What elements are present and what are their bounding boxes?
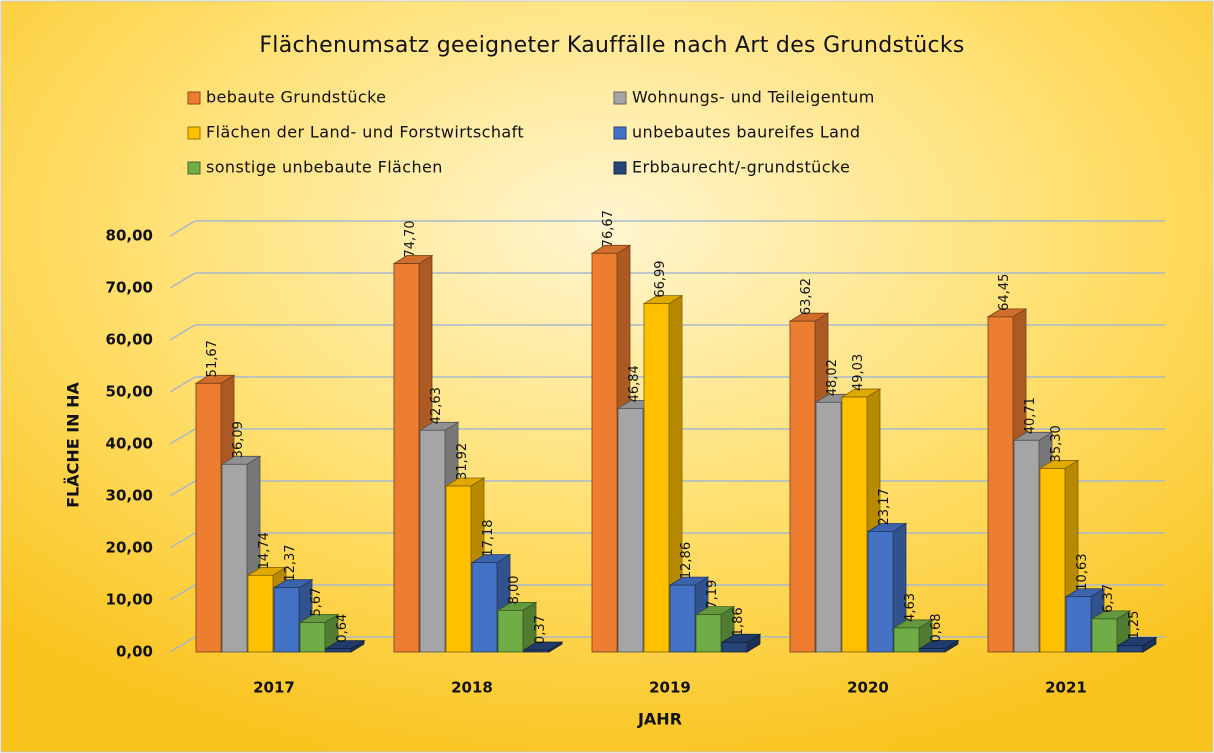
x-tick-label: 2019 <box>649 679 691 697</box>
bar <box>325 648 352 653</box>
value-label: 76,67 <box>601 210 616 247</box>
y-tick-label: 30,00 <box>106 487 153 505</box>
bar <box>393 263 420 653</box>
legend-label: Wohnungs- und Teileigentum <box>632 88 875 107</box>
bar <box>445 485 472 653</box>
x-tick-label: 2020 <box>847 679 889 697</box>
value-label: 49,03 <box>851 354 866 391</box>
bar <box>1117 645 1144 653</box>
legend-swatch <box>613 161 627 175</box>
y-tick-label: 50,00 <box>106 383 153 401</box>
legend-swatch <box>613 126 627 140</box>
legend-swatch <box>613 91 627 105</box>
bar <box>471 562 498 653</box>
bar <box>867 531 894 653</box>
bar <box>1091 618 1118 653</box>
x-tick-label: 2018 <box>451 679 493 697</box>
y-tick-label: 0,00 <box>116 643 153 661</box>
value-label: 1,86 <box>731 607 746 636</box>
bar <box>419 429 446 653</box>
bar <box>893 627 920 653</box>
grid-line <box>169 220 1165 237</box>
value-label: 40,71 <box>1023 397 1038 434</box>
bar <box>247 574 274 653</box>
bar <box>497 610 524 653</box>
value-label: 6,37 <box>1101 584 1116 613</box>
bar <box>919 648 946 653</box>
bar <box>987 316 1014 653</box>
value-label: 1,25 <box>1127 611 1142 640</box>
value-label: 23,17 <box>877 488 892 525</box>
legend-label: bebaute Grundstücke <box>206 88 386 107</box>
bar <box>695 614 722 653</box>
bar <box>841 396 868 653</box>
value-label: 63,62 <box>799 278 814 315</box>
value-label: 4,63 <box>903 593 918 622</box>
y-tick-label: 60,00 <box>106 331 153 349</box>
y-tick-label: 10,00 <box>106 591 153 609</box>
bar <box>721 641 748 653</box>
value-label: 17,18 <box>481 519 496 556</box>
value-label: 31,92 <box>455 443 470 480</box>
grid-line <box>169 376 1165 393</box>
value-label: 12,86 <box>679 542 694 579</box>
legend-label: unbebautes baureifes Land <box>632 123 860 142</box>
y-tick-label: 70,00 <box>106 279 153 297</box>
value-label: 0,64 <box>335 614 350 643</box>
legend-label: sonstige unbebaute Flächen <box>206 158 443 177</box>
grid-line <box>169 324 1165 341</box>
value-label: 0,68 <box>929 614 944 643</box>
value-label: 48,02 <box>825 359 840 396</box>
value-label: 64,45 <box>997 274 1012 311</box>
bar <box>1039 468 1066 653</box>
y-axis-label: FLÄCHE IN HA <box>64 381 83 507</box>
bar <box>617 408 644 653</box>
bar <box>643 303 670 653</box>
bar <box>1013 439 1040 653</box>
bar <box>195 382 222 653</box>
value-label: 10,63 <box>1075 554 1090 591</box>
y-tick-label: 80,00 <box>106 227 153 245</box>
value-label: 36,09 <box>231 421 246 458</box>
bar <box>273 587 300 653</box>
value-label: 14,74 <box>257 532 272 569</box>
value-label: 5,67 <box>309 588 324 617</box>
legend-label: Flächen der Land- und Forstwirtschaft <box>206 123 524 142</box>
value-label: 66,99 <box>653 260 668 297</box>
legend-swatch <box>187 91 201 105</box>
value-label: 0,37 <box>533 615 548 644</box>
x-axis-label: JAHR <box>637 710 682 729</box>
bar <box>669 584 696 653</box>
y-tick-label: 40,00 <box>106 435 153 453</box>
bar <box>815 401 842 653</box>
bar <box>299 622 326 653</box>
chart-title: Flächenumsatz geeigneter Kauffälle nach … <box>259 33 964 58</box>
value-label: 12,37 <box>283 544 298 581</box>
y-tick-label: 20,00 <box>106 539 153 557</box>
bar <box>221 463 248 653</box>
bar <box>1065 596 1092 653</box>
value-label: 35,30 <box>1049 425 1064 462</box>
value-label: 51,67 <box>205 340 220 377</box>
legend-label: Erbbaurecht/-grundstücke <box>632 158 850 177</box>
value-label: 74,70 <box>403 220 418 257</box>
x-tick-label: 2021 <box>1045 679 1087 697</box>
value-label: 42,63 <box>429 387 444 424</box>
legend-swatch <box>187 126 201 140</box>
value-label: 46,84 <box>627 365 642 402</box>
x-tick-label: 2017 <box>253 679 295 697</box>
grid-line <box>169 272 1165 289</box>
value-label: 8,00 <box>507 575 522 604</box>
value-label: 7,19 <box>705 580 720 609</box>
bar <box>789 320 816 653</box>
bar <box>523 649 550 653</box>
legend-swatch <box>187 161 201 175</box>
bar <box>591 252 618 653</box>
